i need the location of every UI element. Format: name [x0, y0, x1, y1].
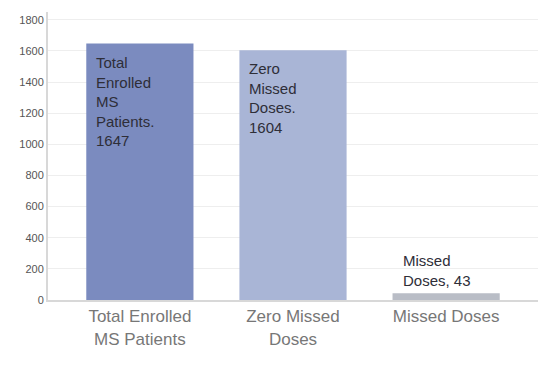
svg-text:1600: 1600 [19, 45, 43, 57]
svg-text:Zero MissedDoses: Zero MissedDoses [246, 307, 340, 348]
svg-text:1200: 1200 [19, 107, 43, 119]
svg-text:TotalEnrolledMSPatients.1647: TotalEnrolledMSPatients.1647 [96, 54, 154, 149]
svg-text:Missed Doses: Missed Doses [393, 307, 500, 326]
svg-text:MissedDoses, 43: MissedDoses, 43 [403, 252, 471, 289]
svg-text:600: 600 [25, 200, 43, 212]
svg-text:800: 800 [25, 169, 43, 181]
svg-text:1800: 1800 [19, 14, 43, 26]
svg-text:200: 200 [25, 263, 43, 275]
svg-text:ZeroMissedDoses.1604: ZeroMissedDoses.1604 [249, 60, 297, 136]
svg-text:Total EnrolledMS Patients: Total EnrolledMS Patients [88, 307, 191, 348]
svg-text:0: 0 [38, 294, 44, 306]
svg-text:400: 400 [25, 232, 43, 244]
svg-text:1000: 1000 [19, 138, 43, 150]
svg-text:1400: 1400 [19, 76, 43, 88]
